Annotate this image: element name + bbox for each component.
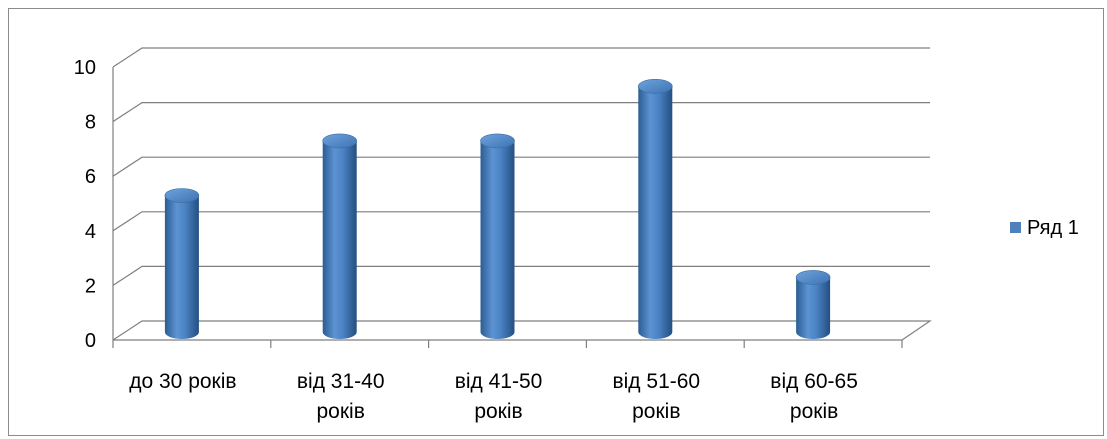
bar-body <box>164 195 199 339</box>
axes <box>112 67 903 348</box>
legend-label: Ряд 1 <box>1027 217 1079 239</box>
bar-cap <box>637 79 673 94</box>
bar-body <box>480 140 515 339</box>
y-tick-label: 6 <box>85 166 96 188</box>
bar-cap <box>795 270 831 285</box>
y-tick-label: 0 <box>85 330 96 352</box>
bar-cap <box>322 133 358 149</box>
gridline <box>112 211 930 232</box>
y-tick-label: 4 <box>85 221 96 243</box>
y-tick-label: 10 <box>74 57 96 79</box>
bar <box>795 270 831 339</box>
gridline <box>112 101 930 123</box>
bar <box>480 133 515 339</box>
legend: Ряд 1 <box>1010 217 1079 239</box>
x-tick-label: від 60-65 років <box>770 370 858 423</box>
y-tick-labels: 0 2 4 6 8 10 <box>74 57 96 352</box>
y-tick-label: 8 <box>85 112 96 134</box>
x-tick-label: від 41-50 років <box>455 370 543 423</box>
gridline <box>112 156 930 177</box>
bar-cap <box>480 133 515 149</box>
bar-body <box>638 86 673 339</box>
gridline <box>112 320 932 341</box>
bar-body <box>796 277 831 339</box>
x-tick-label: від 51-60 років <box>612 370 700 423</box>
y-tick-label: 2 <box>85 275 96 297</box>
legend-swatch <box>1010 222 1021 233</box>
gridline <box>112 47 930 68</box>
bars <box>164 79 831 339</box>
x-tick-labels: до 30 років від 31-40 років від 41-50 років в… <box>129 370 858 423</box>
bar <box>322 133 358 339</box>
bar <box>164 188 200 339</box>
bar-cap <box>164 188 200 203</box>
bar <box>637 79 673 339</box>
x-tick-label: до 30 років <box>129 370 236 393</box>
bar-body <box>322 140 357 339</box>
x-tick-label: від 31-40 років <box>297 370 385 423</box>
